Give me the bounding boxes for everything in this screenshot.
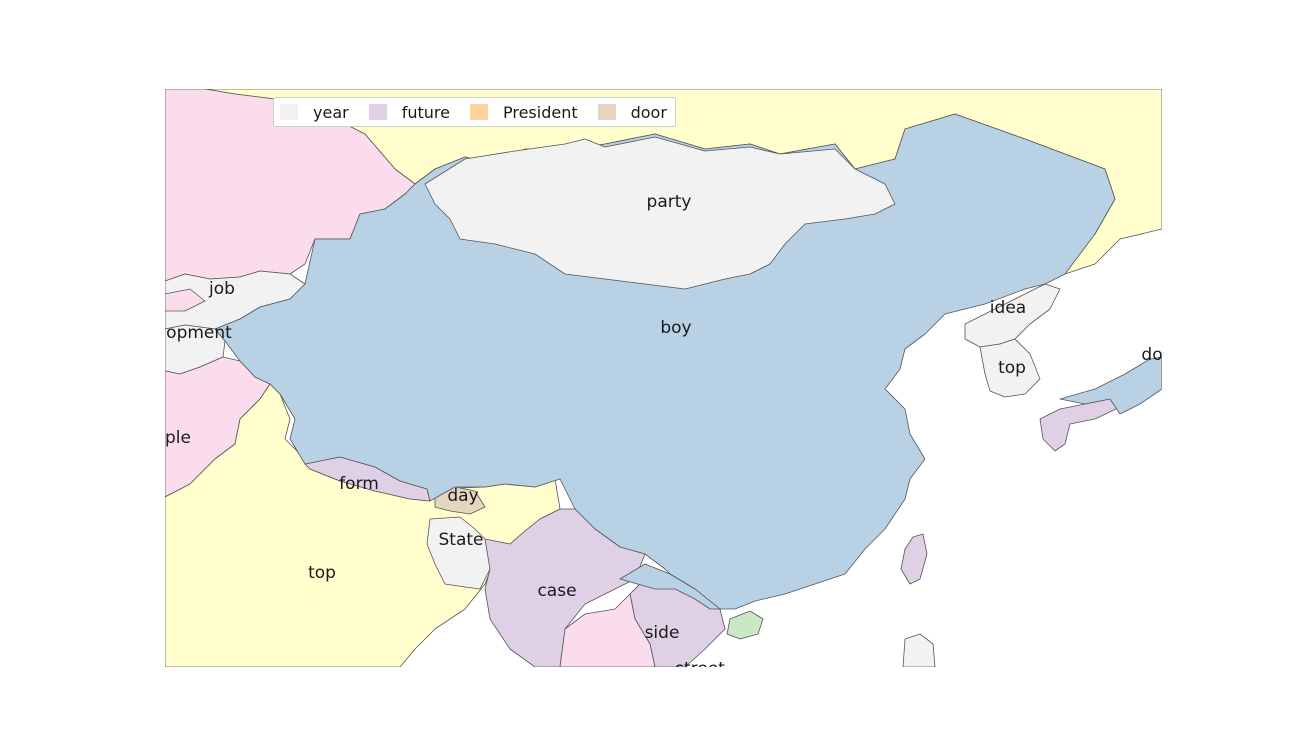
region-philippines <box>902 633 936 667</box>
legend-swatch-president <box>469 104 488 120</box>
label-thailand: street <box>675 659 725 667</box>
label-north-korea: idea <box>989 298 1027 318</box>
label-central-asia: job <box>209 279 235 299</box>
region-china <box>214 113 1116 610</box>
region-myanmar <box>484 508 646 667</box>
legend-label-future: future <box>401 102 450 122</box>
label-afghanistan: opment <box>166 323 232 343</box>
region-north-korea <box>964 283 1061 348</box>
label-japan: do <box>1141 345 1162 365</box>
region-south-korea <box>979 338 1041 398</box>
label-mongolia: party <box>646 192 692 212</box>
legend-label-door: door <box>630 102 667 122</box>
legend-item-future: future <box>368 102 450 122</box>
region-taiwan <box>900 533 928 585</box>
region-japan <box>1059 356 1162 415</box>
legend-item-year: year <box>280 103 349 122</box>
label-bangladesh: State <box>438 530 484 550</box>
region-thailand <box>559 593 656 667</box>
label-china: boy <box>660 318 692 338</box>
region-bhutan <box>434 486 486 515</box>
legend-item-president: President <box>469 102 578 122</box>
legend-swatch-future <box>368 104 387 120</box>
label-nepal: form <box>339 474 379 494</box>
label-bhutan: day <box>447 486 479 506</box>
legend-swatch-door <box>597 104 616 120</box>
label-pakistan: ple <box>165 428 191 448</box>
legend-swatch-year <box>280 104 298 120</box>
label-myanmar: case <box>537 581 577 601</box>
legend-label-president: President <box>502 102 578 122</box>
label-south-korea: top <box>998 358 1026 378</box>
region-tajikistan <box>165 288 206 312</box>
region-japan-south <box>1039 398 1121 452</box>
region-vietnam <box>619 563 721 610</box>
legend-item-door: door <box>597 102 667 122</box>
label-laos: side <box>644 623 680 643</box>
label-india: top <box>308 563 336 583</box>
region-mongolia <box>424 136 896 290</box>
region-bangladesh <box>426 516 496 590</box>
region-hainan <box>726 610 764 640</box>
map-legend: year future President door <box>273 97 676 127</box>
legend-label-year: year <box>313 102 349 122</box>
map-canvas <box>165 89 1162 667</box>
map-panel: party job opment boy idea top do ple for… <box>165 89 1162 667</box>
